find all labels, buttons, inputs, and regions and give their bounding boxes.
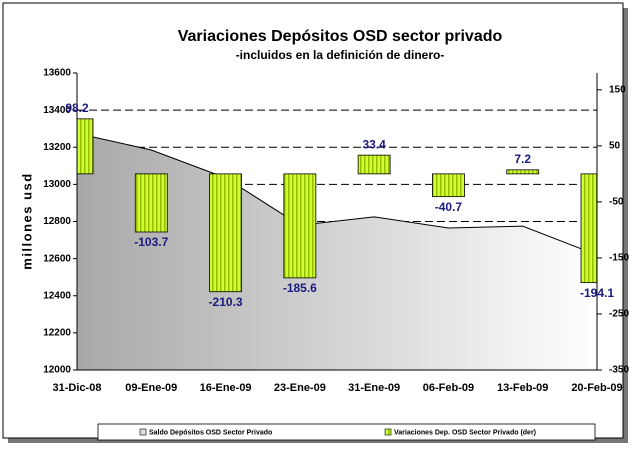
line [76,132,598,256]
y-tick-label: 12600 [43,253,71,264]
y-tick-label: 12800 [43,216,71,227]
data-label: -103.7 [134,235,168,249]
area [77,133,597,370]
legend-label: Variaciones Dep. OSD Sector Privado (der… [394,429,536,436]
x-tick-label: 20-Feb-09 [571,382,622,394]
data-label: -40.7 [435,200,463,214]
data-label: -210.3 [209,295,243,309]
x-tick-label: 13-Feb-09 [497,382,548,394]
bar [506,169,540,175]
data-label: 33.4 [362,137,386,151]
data-label: 7.2 [514,152,531,166]
y-tick-label: 13000 [43,179,71,190]
data-label: -194.1 [580,286,614,300]
y2-tick-label: -350 [609,365,629,376]
legend-label: Saldo Depósitos OSD Sector Privado [149,429,272,436]
x-tick-label: 09-Ene-09 [125,382,177,394]
bar [432,173,465,198]
y2-tick-label: -50 [609,197,624,208]
bar [357,154,391,175]
y2-tick-label: 50 [609,140,621,151]
legend-swatch [139,428,147,436]
x-tick-label: 31-Dic-08 [53,382,102,394]
x-tick-label: 16-Ene-09 [200,382,252,394]
x-tick-label: 23-Ene-09 [274,382,326,394]
y-tick-label: 13200 [43,142,71,153]
y-tick-label: 12200 [43,328,71,339]
y-tick-label: 13600 [43,68,71,79]
bar [209,173,242,293]
y2-tick-label: -250 [609,309,629,320]
bar [283,173,317,279]
bar [580,173,597,284]
y-tick-label: 13400 [43,105,71,116]
legend [97,423,596,441]
y2-tick-label: 150 [609,84,626,95]
x-tick-label: 06-Feb-09 [423,382,474,394]
bar [77,118,94,175]
y-tick-label: 12400 [43,290,71,301]
chart-subtitle: -incluidos en la definición de dinero- [236,48,445,62]
data-label: 98.2 [65,101,89,115]
y2-tick-label: -150 [609,253,629,264]
y-axis-label: millones usd [19,172,34,269]
y-tick-label: 12000 [43,365,71,376]
data-label: -185.6 [283,281,317,295]
chart-title: Variaciones Depósitos OSD sector privado [178,28,503,45]
x-tick-label: 31-Ene-09 [348,382,400,394]
legend-swatch [384,428,392,436]
bar [134,173,168,233]
